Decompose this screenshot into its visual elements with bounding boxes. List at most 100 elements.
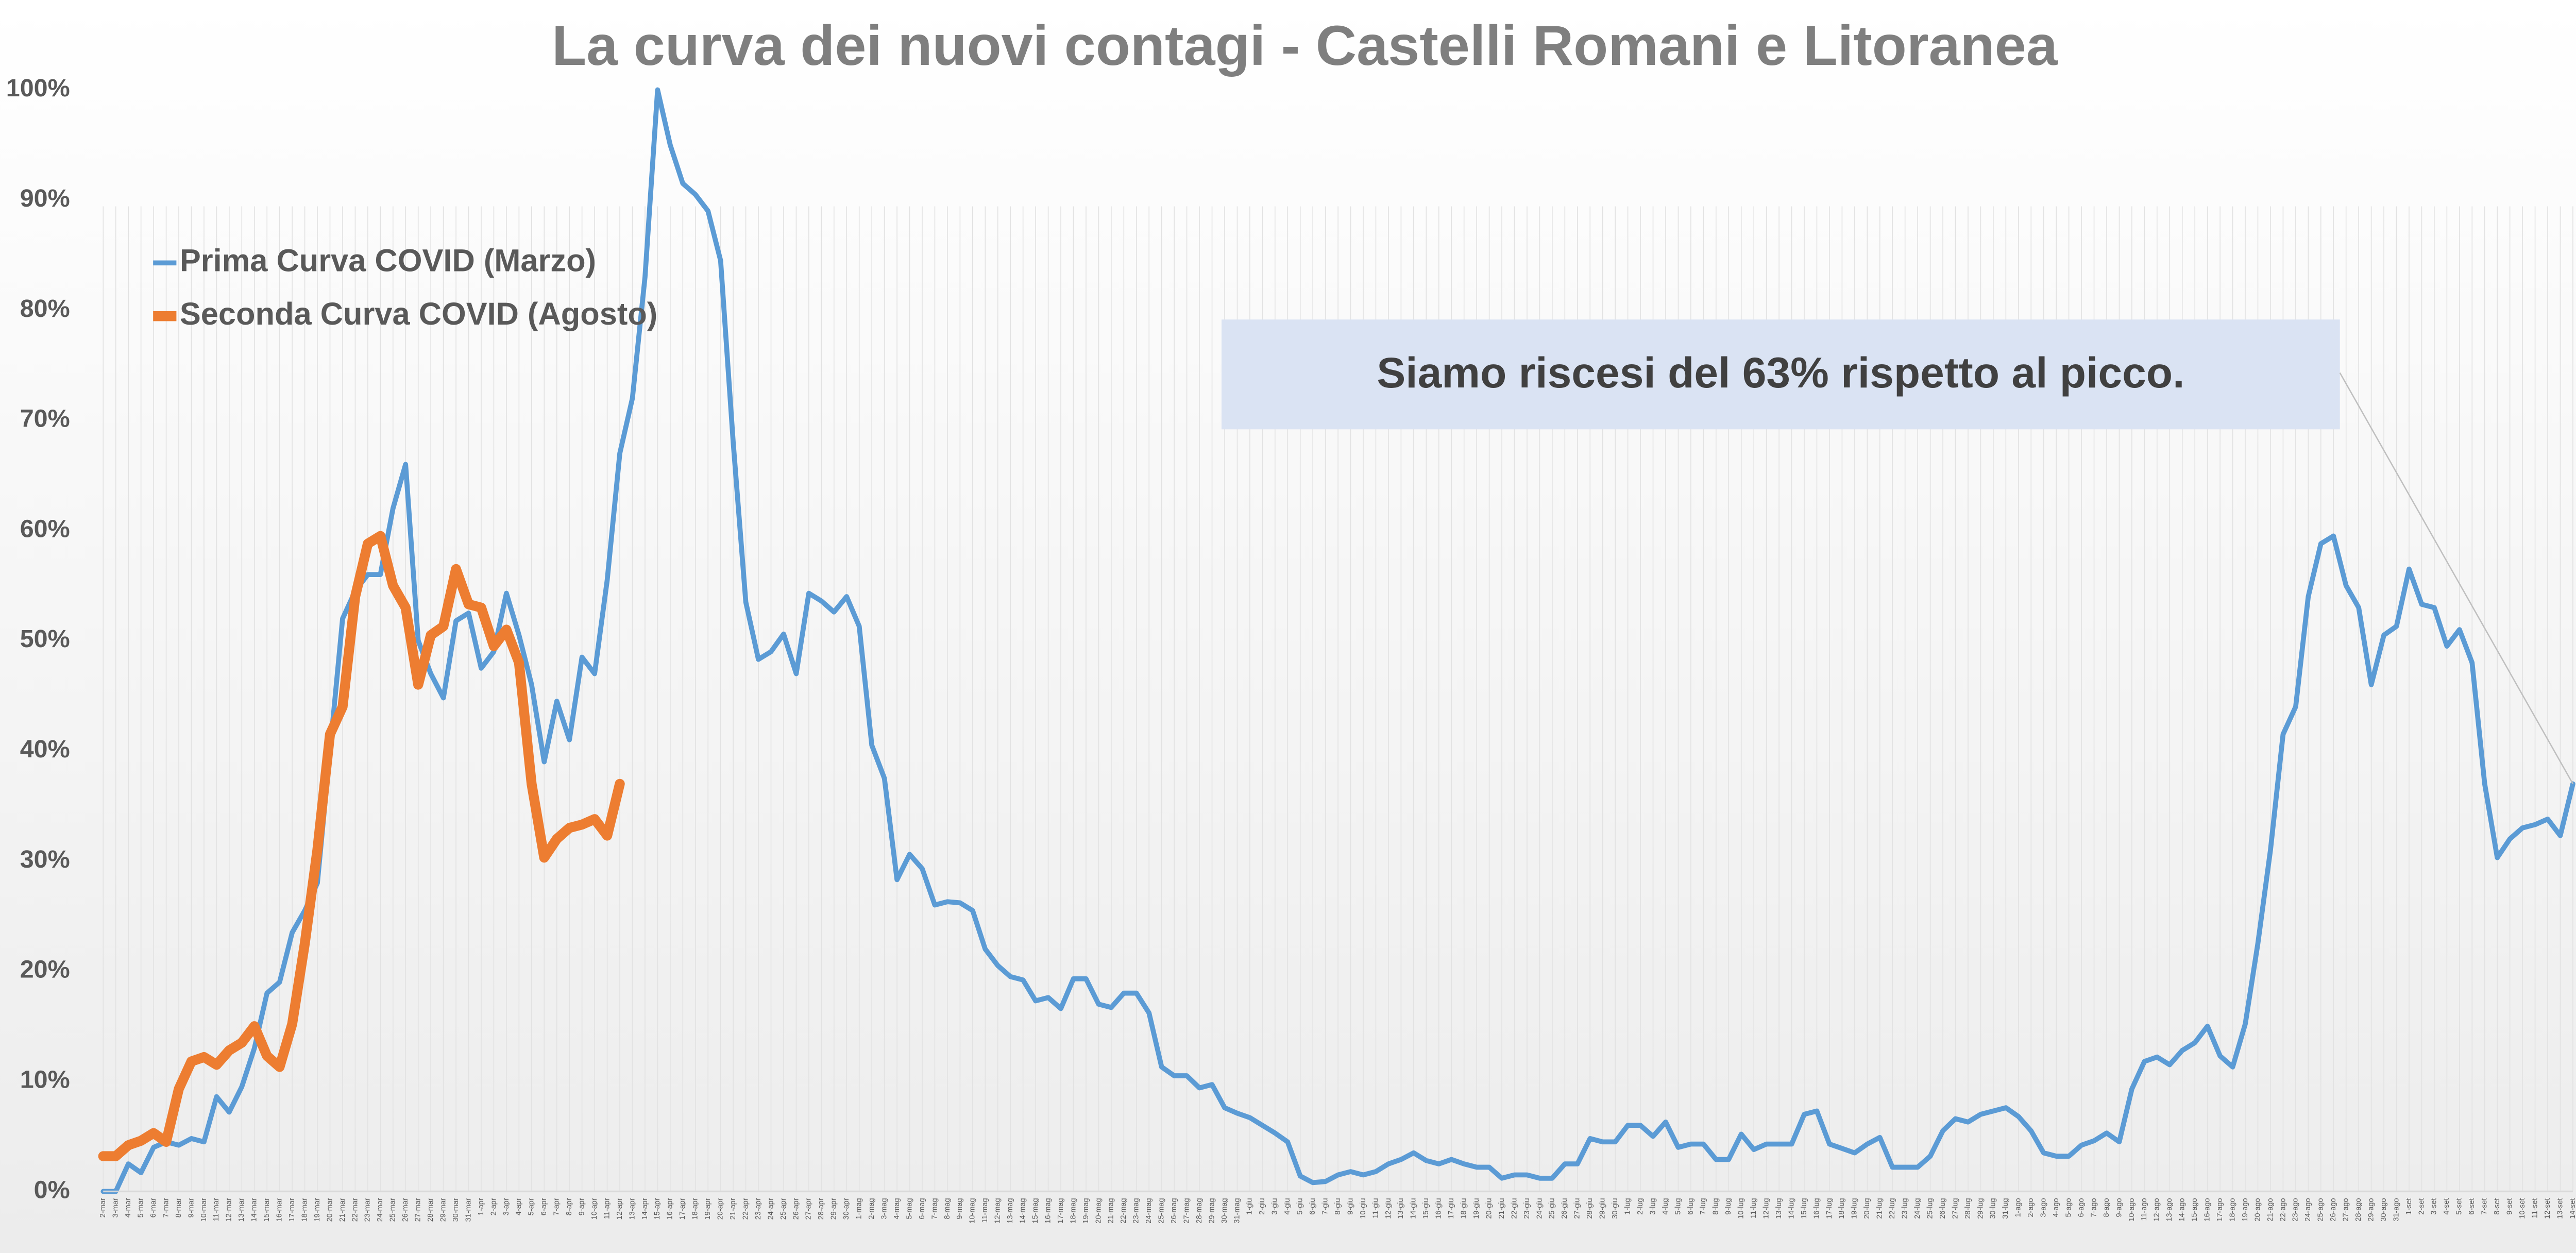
x-tick-label: 15-ago <box>2191 1198 2199 1221</box>
x-tick-label: 27-ago <box>2342 1198 2350 1221</box>
x-tick-label: 10-mar <box>200 1198 208 1222</box>
x-tick-label: 26-mag <box>1170 1198 1178 1223</box>
x-tick-label: 15-lug <box>1800 1198 1808 1218</box>
x-tick-label: 12-set <box>2544 1198 2552 1218</box>
x-tick-label: 1-ago <box>2014 1198 2023 1217</box>
x-tick-label: 6-set <box>2468 1198 2476 1214</box>
x-tick-label: 17-ago <box>2216 1198 2224 1221</box>
x-tick-label: 22-apr <box>741 1198 750 1220</box>
x-tick-label: 3-set <box>2430 1198 2438 1214</box>
x-tick-label: 30-lug <box>1989 1198 1997 1218</box>
x-tick-label: 11-mar <box>212 1198 221 1221</box>
x-tick-label: 24-mar <box>376 1198 384 1222</box>
x-tick-label: 16-giu <box>1435 1198 1443 1218</box>
x-tick-label: 27-lug <box>1951 1198 1959 1218</box>
annotation-box <box>1221 319 2340 430</box>
x-tick-label: 20-mar <box>326 1198 334 1222</box>
x-tick-label: 15-mag <box>1031 1198 1040 1223</box>
x-tick-label: 26-giu <box>1561 1198 1569 1218</box>
x-tick-label: 22-giu <box>1510 1198 1518 1218</box>
x-tick-label: 19-apr <box>704 1198 712 1220</box>
x-tick-label: 17-apr <box>679 1198 687 1220</box>
x-tick-label: 10-apr <box>590 1198 599 1220</box>
x-tick-label: 12-ago <box>2153 1198 2161 1221</box>
x-tick-label: 3-ago <box>2040 1198 2048 1217</box>
x-tick-label: 23-mar <box>364 1198 372 1222</box>
x-tick-label: 4-apr <box>515 1198 523 1215</box>
legend-label: Prima Curva COVID (Marzo) <box>180 243 596 279</box>
x-tick-label: 24-ago <box>2304 1198 2312 1221</box>
x-tick-label: 20-mag <box>1094 1198 1103 1223</box>
x-tick-label: 28-giu <box>1586 1198 1594 1218</box>
x-tick-label: 16-mag <box>1044 1198 1052 1223</box>
x-tick-label: 28-ago <box>2354 1198 2363 1221</box>
y-tick-label: 0% <box>34 1176 70 1204</box>
x-tick-label: 31-lug <box>2002 1198 2010 1218</box>
x-tick-label: 24-giu <box>1535 1198 1544 1218</box>
x-tick-label: 4-ago <box>2052 1198 2060 1217</box>
x-tick-label: 2-lug <box>1636 1198 1645 1214</box>
x-tick-label: 6-ago <box>2077 1198 2086 1217</box>
x-tick-label: 11-set <box>2531 1198 2539 1218</box>
annotation-connector <box>2339 372 2574 785</box>
x-tick-label: 9-set <box>2505 1198 2514 1214</box>
x-tick-label: 11-ago <box>2140 1198 2148 1221</box>
x-tick-label: 23-apr <box>754 1198 762 1220</box>
x-tick-label: 23-mag <box>1132 1198 1141 1223</box>
x-tick-label: 7-lug <box>1699 1198 1707 1214</box>
y-tick-label: 50% <box>20 625 70 653</box>
x-tick-label: 8-mag <box>943 1198 952 1219</box>
x-tick-label: 21-apr <box>729 1198 737 1220</box>
x-tick-label: 11-apr <box>603 1198 611 1219</box>
x-tick-label: 26-ago <box>2329 1198 2337 1221</box>
x-tick-label: 18-lug <box>1838 1198 1846 1218</box>
x-tick-label: 21-lug <box>1876 1198 1884 1218</box>
x-tick-label: 8-mar <box>175 1198 183 1217</box>
x-tick-label: 6-mar <box>149 1198 158 1217</box>
legend-label: Seconda Curva COVID (Agosto) <box>180 296 657 332</box>
x-tick-label: 3-mar <box>112 1198 120 1217</box>
x-tick-label: 20-apr <box>717 1198 725 1220</box>
x-tick-label: 7-mag <box>930 1198 939 1219</box>
chart-title: La curva dei nuovi contagi - Castelli Ro… <box>552 14 2058 77</box>
x-tick-label: 14-lug <box>1787 1198 1795 1218</box>
x-tick-label: 9-lug <box>1724 1198 1733 1214</box>
x-tick-label: 20-ago <box>2253 1198 2262 1221</box>
x-tick-label: 20-lug <box>1863 1198 1871 1218</box>
x-tick-label: 19-mag <box>1082 1198 1090 1223</box>
x-tick-label: 10-giu <box>1359 1198 1367 1218</box>
x-tick-label: 14-giu <box>1410 1198 1418 1218</box>
x-tick-label: 11-lug <box>1750 1198 1758 1218</box>
x-tick-label: 14-mag <box>1019 1198 1027 1223</box>
x-tick-label: 14-apr <box>641 1198 649 1220</box>
x-tick-label: 3-giu <box>1271 1198 1279 1214</box>
x-tick-label: 3-apr <box>502 1198 511 1215</box>
x-tick-label: 5-apr <box>528 1198 536 1215</box>
x-tick-label: 22-ago <box>2279 1198 2287 1221</box>
x-tick-label: 4-giu <box>1283 1198 1292 1214</box>
x-tick-label: 9-ago <box>2115 1198 2123 1217</box>
x-tick-label: 28-mag <box>1195 1198 1204 1223</box>
x-tick-label: 14-ago <box>2178 1198 2187 1221</box>
x-tick-label: 2-mar <box>99 1198 107 1217</box>
series-line <box>100 87 2575 1194</box>
x-tick-label: 4-lug <box>1662 1198 1670 1214</box>
x-tick-label: 8-giu <box>1334 1198 1342 1214</box>
x-tick-label: 18-ago <box>2228 1198 2236 1221</box>
x-tick-label: 16-mar <box>276 1198 284 1222</box>
x-tick-label: 12-mar <box>225 1198 233 1222</box>
x-tick-label: 5-set <box>2455 1198 2464 1214</box>
x-tick-label: 22-mar <box>351 1198 359 1222</box>
x-tick-label: 4-mar <box>124 1198 132 1217</box>
x-tick-label: 21-giu <box>1498 1198 1506 1218</box>
x-tick-label: 9-apr <box>578 1198 586 1215</box>
x-tick-label: 27-giu <box>1573 1198 1582 1218</box>
x-tick-label: 10-set <box>2518 1198 2527 1218</box>
x-tick-label: 16-lug <box>1812 1198 1821 1218</box>
y-tick-label: 40% <box>20 735 70 763</box>
x-tick-label: 9-giu <box>1346 1198 1354 1214</box>
x-tick-label: 2-giu <box>1258 1198 1266 1214</box>
x-tick-label: 8-apr <box>565 1198 573 1215</box>
x-tick-label: 8-set <box>2493 1198 2501 1214</box>
